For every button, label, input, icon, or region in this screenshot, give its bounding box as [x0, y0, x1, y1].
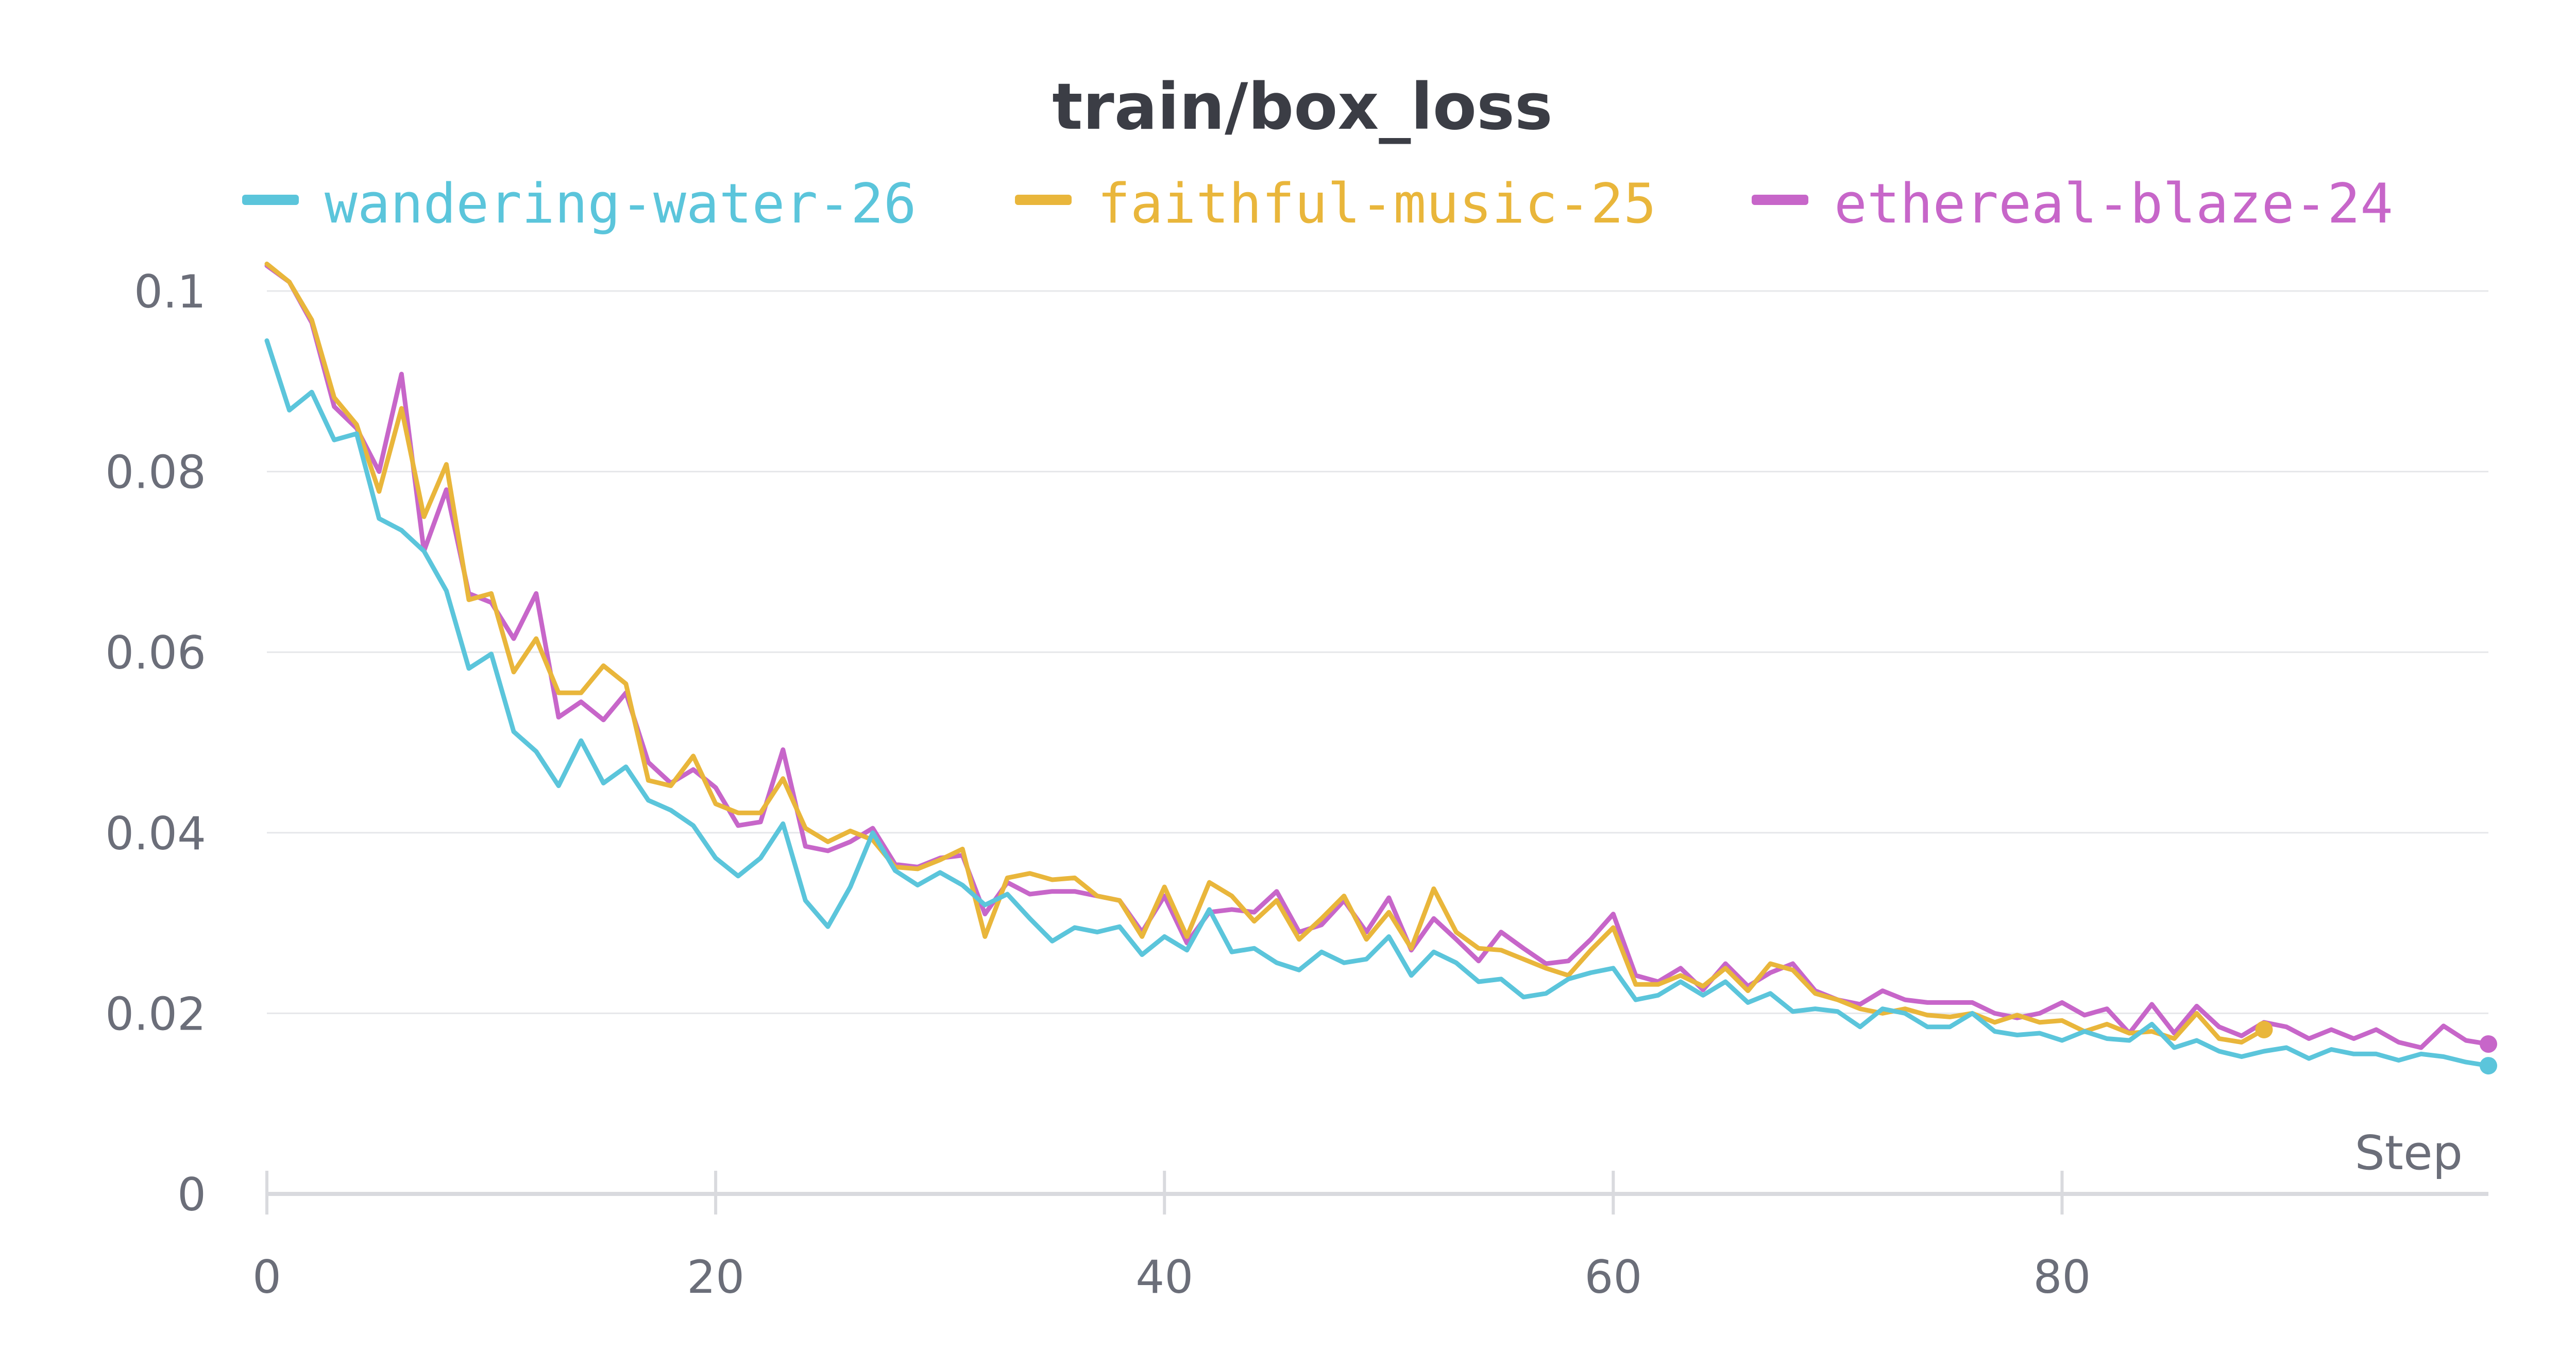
x-tick-label: 0: [252, 1251, 281, 1304]
legend-label: wandering-water-26: [325, 172, 917, 235]
series-line-faithful-music-25[interactable]: [264, 261, 2266, 1045]
series-end-point-ethereal-blaze-24[interactable]: [2480, 1035, 2497, 1053]
legend-swatch: [242, 195, 299, 205]
series-line-ethereal-blaze-24[interactable]: [264, 263, 2491, 1050]
series-end-point-wandering-water-26[interactable]: [2480, 1057, 2497, 1075]
x-tick-label: 40: [1136, 1251, 1193, 1304]
series-line-wandering-water-26[interactable]: [264, 338, 2491, 1068]
y-axis: 0 0.02 0.04 0.06 0.08 0.1: [105, 265, 206, 1221]
legend-item-wandering-water-26[interactable]: wandering-water-26: [242, 172, 917, 235]
y-tick-label: 0.04: [105, 807, 206, 860]
x-tick-label: 60: [1584, 1251, 1642, 1304]
legend-label: ethereal-blaze-24: [1834, 172, 2393, 235]
series-layer: [264, 261, 2497, 1075]
x-axis-title[interactable]: Step: [2355, 1125, 2463, 1181]
x-tick-label: 20: [687, 1251, 744, 1304]
legend-item-faithful-music-25[interactable]: faithful-music-25: [1015, 172, 1656, 235]
y-tick-label: 0: [177, 1168, 206, 1221]
legend: wandering-water-26 faithful-music-25 ether…: [242, 172, 2393, 235]
legend-swatch: [1015, 195, 1072, 205]
y-tick-label: 0.08: [105, 446, 206, 499]
x-tick-label: 80: [2033, 1251, 2091, 1304]
y-tick-label: 0.06: [105, 626, 206, 679]
series-end-point-faithful-music-25[interactable]: [2255, 1020, 2273, 1038]
legend-label: faithful-music-25: [1097, 172, 1656, 235]
x-axis: 0 20 40 60 80: [252, 1171, 2488, 1304]
legend-swatch: [1752, 195, 1808, 205]
y-tick-label: 0.1: [134, 265, 206, 318]
chart-title: train/box_loss: [1052, 70, 1552, 144]
legend-item-ethereal-blaze-24[interactable]: ethereal-blaze-24: [1752, 172, 2393, 235]
y-tick-label: 0.02: [105, 987, 206, 1040]
grid-lines: [267, 290, 2488, 1014]
